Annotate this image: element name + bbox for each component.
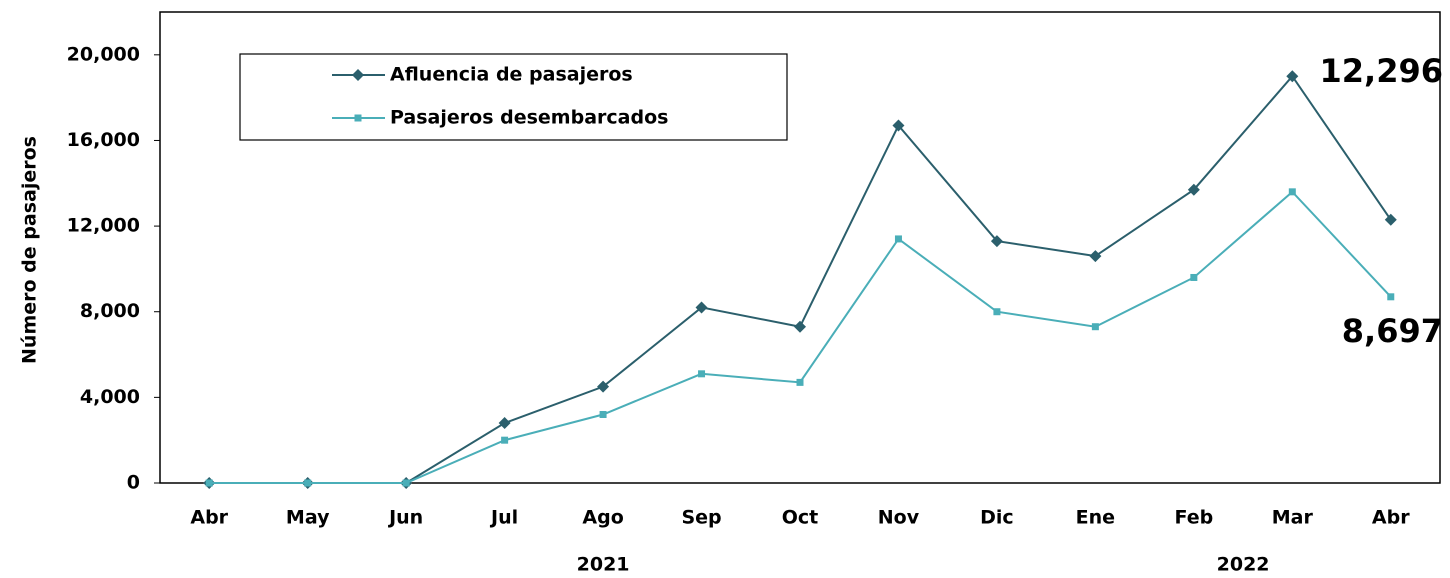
marker: [599, 410, 607, 418]
marker: [402, 479, 410, 487]
marker: [794, 320, 806, 333]
x-tick-label: May: [286, 507, 330, 529]
value-label: 12,296: [1320, 52, 1443, 90]
marker: [498, 417, 511, 430]
x-tick-label: Jul: [489, 507, 518, 529]
y-tick-label: 12,000: [67, 215, 140, 237]
x-tick-label: Sep: [681, 507, 721, 529]
year-label: 2021: [577, 554, 630, 575]
x-tick-label: Dic: [980, 507, 1014, 529]
x-tick-label: Nov: [878, 507, 920, 529]
y-tick-label: 0: [127, 472, 140, 494]
x-tick-label: Ago: [582, 507, 623, 529]
marker: [892, 119, 905, 132]
year-label: 2022: [1217, 554, 1270, 575]
marker: [304, 479, 312, 487]
x-tick-label: Feb: [1174, 507, 1213, 529]
y-tick-label: 4,000: [80, 386, 140, 408]
x-tick-label: Oct: [782, 507, 819, 529]
legend-label: Afluencia de pasajeros: [390, 64, 633, 86]
marker: [1091, 323, 1099, 331]
marker: [1387, 293, 1395, 301]
y-tick-label: 16,000: [67, 129, 140, 151]
legend-label: Pasajeros desembarcados: [390, 107, 668, 129]
marker: [597, 380, 610, 393]
marker: [354, 114, 362, 122]
marker: [1288, 188, 1296, 196]
marker: [501, 436, 509, 444]
marker: [796, 378, 804, 386]
marker: [1190, 273, 1198, 281]
marker: [1384, 213, 1397, 226]
marker: [698, 370, 706, 378]
legend-box: [239, 53, 788, 141]
marker: [894, 235, 902, 243]
x-tick-label: Abr: [190, 507, 228, 529]
marker: [993, 308, 1001, 316]
value-label: 8,697: [1342, 312, 1443, 350]
y-tick-label: 8,000: [80, 300, 140, 322]
series-line: [209, 190, 1392, 484]
marker: [1187, 183, 1200, 196]
y-axis-label: Número de pasajeros: [19, 136, 41, 364]
y-tick-label: 20,000: [67, 43, 140, 65]
marker: [205, 479, 213, 487]
marker: [1286, 70, 1299, 83]
x-tick-label: Ene: [1076, 507, 1115, 529]
marker: [695, 301, 708, 314]
plot-frame: [159, 11, 1441, 484]
marker: [352, 69, 364, 81]
marker: [1089, 250, 1102, 263]
x-tick-label: Mar: [1272, 507, 1314, 529]
marker: [990, 235, 1003, 248]
x-tick-label: Jun: [387, 507, 423, 529]
x-tick-label: Abr: [1372, 507, 1410, 529]
